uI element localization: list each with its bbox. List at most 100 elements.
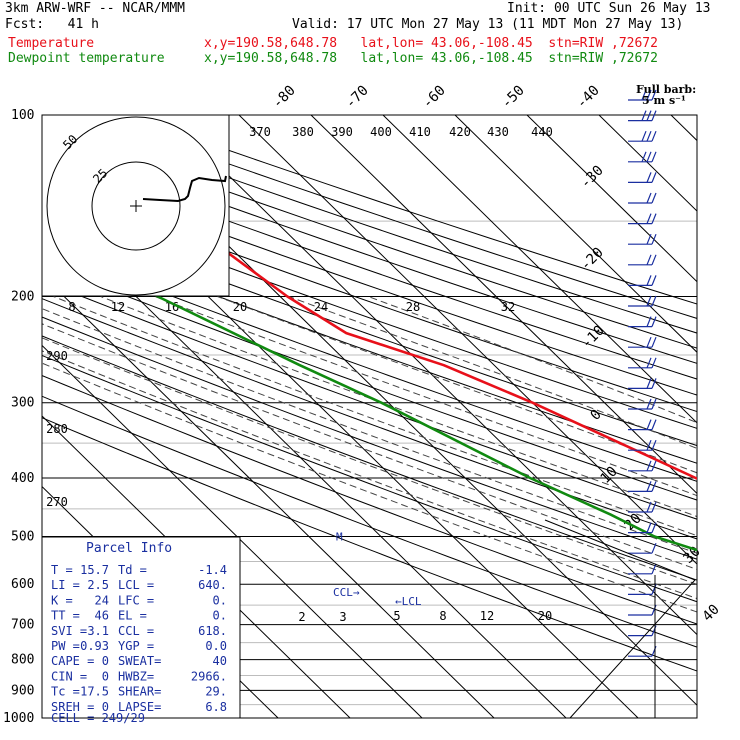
dry-adiabat [42,138,697,364]
wind-barb-flag [651,542,657,554]
wind-barb-flag [646,192,652,204]
dry-adiabat [42,167,697,396]
dry-adiabat [42,417,697,672]
dewpoint-legend-label: Dewpoint temperature [8,51,165,66]
wind-barb-flag [651,398,657,410]
wind-barb-flag [646,130,652,142]
wind-barb [628,398,657,410]
parcel-info-value: 0. [213,609,227,623]
dry-adiabat [42,280,697,520]
parcel-info-key: LFC = [118,593,154,607]
parcel-info-value: 618. [198,624,227,638]
hodograph-axis-label: 8 [68,300,75,314]
parcel-info-key: EL = [118,609,147,623]
parcel-info-value: 0 [102,654,109,668]
wind-barb-flag [651,378,657,389]
wind-barb-flag [646,233,652,245]
hodograph-axis-label: 12 [111,300,125,314]
parcel-info-key: Tc = [51,685,80,699]
parcel-info-value: 24 [95,593,109,607]
wind-barb [628,501,657,513]
wind-barb-flag [651,357,657,369]
wind-barb-flag [651,336,657,348]
isotherm-label: 10 [598,464,621,487]
isotherm-label: 0 [588,407,605,424]
isotherm [42,344,423,718]
wind-barb-flag [646,336,652,348]
wind-barb [628,151,657,163]
wind-barb [628,604,657,616]
moist-adiabat [217,296,697,474]
theta-e-label: 380 [292,125,314,139]
wind-barb-flag [646,89,652,101]
parcel-info-value: 0 [102,700,109,714]
dry-adiabat [42,395,697,648]
dry-adiabat-label: 270 [46,495,68,509]
barb-guide [544,519,696,719]
isotherm [310,115,697,495]
wind-barb [628,110,657,122]
valid-time: Valid: 17 UTC Mon 27 May 13 (11 MDT Mon … [292,17,684,32]
pressure-tick-label: 400 [11,471,34,486]
parcel-info-cell: CELL = 249/29 [51,711,145,725]
dry-adiabat [42,245,697,482]
barb-legend-value: 5 m s⁻¹ [642,94,686,107]
dry-adiabat [42,229,697,464]
wind-barb-flag [646,419,652,430]
dewpoint-location: x,y=190.58,648.78 lat,lon= 43.06,-108.45… [204,51,658,66]
parcel-info-key: HWBZ= [118,669,154,683]
parcel-info-key: LCL = [118,578,154,592]
wind-barb-flag [651,522,657,533]
wind-barb-flag [641,151,647,163]
hodograph-axis-label: 24 [314,300,328,314]
moist-adiabat [154,296,697,497]
moist-adiabat [42,350,697,600]
wind-barb-flag [646,151,652,163]
hodograph-axis-label: 16 [165,300,179,314]
wind-barb-flag [651,419,657,430]
isotherm-label: -20 [578,245,607,274]
moist-adiabat [42,362,697,613]
dry-adiabat [42,197,697,429]
parcel-info-key: CCL = [118,624,154,638]
parcel-info-box [41,536,241,719]
isotherm [42,415,351,718]
dry-adiabat [42,375,697,625]
plot-frame [41,114,698,719]
wind-barb-flag [651,89,657,101]
parcel-info-value: 0 [102,669,109,683]
wind-barbs: Full barb:5 m s⁻¹ [544,83,696,719]
hodograph-ring [46,116,226,296]
wind-barb-flag [651,233,657,245]
hodograph-axis-label: 28 [406,300,420,314]
parcel-info-key: SVI = [51,624,87,638]
wind-barb-flag [651,172,657,183]
wind-barb [628,460,657,472]
wind-barb [628,192,657,204]
pressure-tick-label: 900 [11,683,34,698]
chart-grid [42,115,697,718]
dry-adiabat [42,354,697,603]
wind-barb [628,563,657,575]
wind-barb-flag [641,110,647,121]
hodograph-ring [91,161,181,251]
moist-adiabat [100,296,697,518]
pressure-tick-label: 500 [11,529,34,544]
parcel-info-key: CIN = [51,669,87,683]
moist-adiabat [53,296,697,537]
mixing-ratio-label: 20 [538,609,552,623]
parcel-info-key: SWEAT= [118,654,161,668]
wind-barb-flag [651,439,657,451]
wind-barb-flag [651,151,657,163]
wind-barb-flag [646,295,652,307]
wind-barb [628,89,657,101]
wind-barb [628,295,657,307]
mixing-ratio-label: 2 [298,610,305,624]
hodograph-axis-label: 32 [501,300,515,314]
parcel-info-key: CAPE = [51,654,94,668]
pressure-tick-label: 700 [11,618,34,633]
theta-e-label: 390 [331,125,353,139]
dry-adiabat [42,316,697,560]
wind-barb-flag [651,295,657,307]
wind-barb [628,172,657,183]
